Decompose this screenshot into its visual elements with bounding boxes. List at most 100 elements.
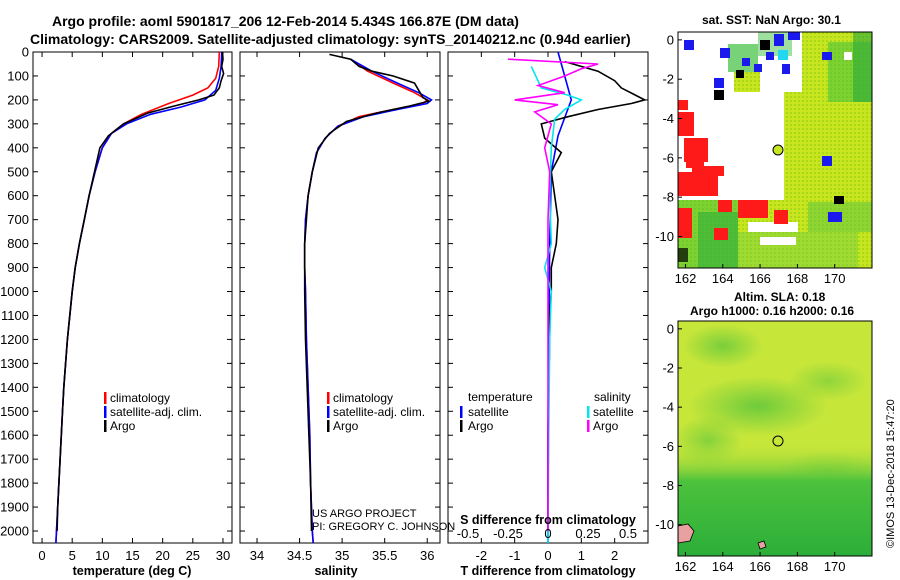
map-x-tick-label: 170 [824, 559, 846, 574]
legend-label-argo: Argo [110, 419, 136, 433]
series-line-s-satellite [530, 66, 584, 544]
salinity-xlabel: salinity [314, 564, 357, 578]
legend-label-s-argo: Argo [593, 419, 619, 433]
sla-argo-marker [772, 435, 784, 447]
depth-tick-label: 500 [7, 164, 29, 179]
depth-tick-label: 1400 [0, 380, 29, 395]
s-x-tick-label: 0.25 [575, 526, 600, 541]
depth-tick-label: 300 [7, 116, 29, 131]
x-tick-label: 0 [38, 548, 45, 563]
sst-argo-marker [772, 144, 784, 156]
t-difference-xlabel: T difference from climatology [460, 564, 635, 578]
series-line-argo [56, 51, 225, 532]
x-tick-label: 5 [69, 548, 76, 563]
legend-label-t-argo: Argo [468, 419, 494, 433]
map-y-tick-label: 0 [667, 321, 674, 336]
map-x-tick-label: 166 [749, 559, 771, 574]
legend-swatch-argo [104, 420, 107, 432]
x-tick-label: 35 [335, 548, 349, 563]
depth-tick-label: 1000 [0, 284, 29, 299]
temperature-frame [32, 51, 233, 544]
sst-map-frame [677, 31, 873, 269]
sla-map-title: Altim. SLA: 0.18 [734, 290, 826, 304]
legend-swatch-climatology [104, 392, 107, 404]
legend-swatch-argo [327, 420, 330, 432]
map-x-tick-label: 162 [675, 559, 697, 574]
x-tick-label: 10 [95, 548, 109, 563]
legend-swatch-t-satellite [460, 406, 463, 418]
sst-map-title: sat. SST: NaN Argo: 30.1 [702, 13, 841, 27]
sla-map-subtitle: Argo h1000: 0.16 h2000: 0.16 [690, 304, 854, 318]
depth-tick-label: 100 [7, 68, 29, 83]
x-tick-label: 25 [186, 548, 200, 563]
map-y-tick-label: 0 [667, 32, 674, 47]
sst-map-image [678, 32, 872, 268]
series-line-s-argo [507, 58, 599, 531]
map-y-tick-label: -4 [662, 111, 674, 126]
depth-tick-label: 200 [7, 92, 29, 107]
x-tick-label: 15 [125, 548, 139, 563]
series-line-satellite-adj-clim- [303, 58, 433, 544]
depth-tick-label: 1800 [0, 476, 29, 491]
s-x-tick-label: -0.5 [457, 526, 479, 541]
x-tick-label: 2 [611, 548, 618, 563]
legend-label-t-satellite: satellite [468, 405, 509, 419]
temperature-xlabel: temperature (deg C) [73, 564, 192, 578]
legend-swatch-satellite [104, 406, 107, 418]
salinity-frame [239, 51, 441, 544]
legend-swatch-climatology [327, 392, 330, 404]
map-y-tick-label: -10 [655, 229, 674, 244]
x-tick-label: 36 [420, 548, 434, 563]
map-y-tick-label: -2 [662, 361, 674, 376]
map-x-tick-label: 162 [675, 271, 697, 286]
legend-title-salinity: salinity [594, 390, 631, 404]
x-tick-label: 35.5 [372, 548, 397, 563]
salinity-legend: climatology satellite-adj. clim. Argo [327, 391, 425, 433]
legend-label-satellite: satellite-adj. clim. [110, 405, 202, 419]
imos-credit: ©IMOS 13-Dec-2018 15:47:20 [885, 399, 897, 548]
series-line-climatology [303, 58, 429, 544]
legend-swatch-s-argo [587, 420, 590, 432]
salinity-panel: 34 34.5 35 35.5 36 salinity climatology sate… [239, 51, 455, 578]
sla-map-image [678, 321, 872, 556]
s-difference-xlabel: S difference from climatology [460, 513, 636, 527]
figure-title-line1: Argo profile: aoml 5901817_206 12-Feb-20… [52, 13, 519, 29]
map-y-tick-label: -6 [662, 439, 674, 454]
depth-tick-label: 2000 [0, 524, 29, 539]
series-line-climatology [55, 51, 221, 544]
x-tick-label: 1 [578, 548, 585, 563]
x-tick-label: 30 [216, 548, 230, 563]
series-line-t-argo [540, 60, 647, 531]
depth-tick-label: 1200 [0, 332, 29, 347]
depth-tick-label: 1700 [0, 452, 29, 467]
depth-tick-label: 1300 [0, 356, 29, 371]
map-x-tick-label: 170 [824, 271, 846, 286]
map-y-tick-label: -2 [662, 72, 674, 87]
map-x-tick-label: 168 [787, 271, 809, 286]
depth-tick-label: 700 [7, 212, 29, 227]
depth-tick-label: 800 [7, 236, 29, 251]
map-y-tick-label: -8 [662, 190, 674, 205]
difference-legend: temperature salinity satellite Argo sate… [460, 390, 634, 433]
depth-tick-label: 0 [22, 45, 29, 60]
depth-tick-label: 600 [7, 188, 29, 203]
x-tick-label: -2 [476, 548, 488, 563]
legend-swatch-t-argo [460, 420, 463, 432]
pi-credit: PI: GREGORY C. JOHNSON [312, 521, 455, 533]
legend-label-climatology: climatology [110, 391, 170, 405]
x-tick-label: 0 [544, 548, 551, 563]
map-y-tick-label: -4 [662, 400, 674, 415]
map-x-tick-label: 166 [749, 271, 771, 286]
temperature-legend: climatology satellite-adj. clim. Argo [104, 391, 202, 433]
legend-swatch-s-satellite [587, 406, 590, 418]
map-x-tick-label: 168 [787, 559, 809, 574]
s-x-tick-label: 0 [544, 526, 551, 541]
map-y-tick-label: -10 [655, 517, 674, 532]
x-tick-label: -1 [509, 548, 521, 563]
series-line-satellite-adj-clim- [55, 51, 223, 544]
legend-label-climatology: climatology [333, 391, 393, 405]
depth-tick-label: 1900 [0, 500, 29, 515]
series-line-argo [303, 53, 431, 532]
map-y-tick-label: -6 [662, 150, 674, 165]
project-credit: US ARGO PROJECT [312, 508, 417, 520]
